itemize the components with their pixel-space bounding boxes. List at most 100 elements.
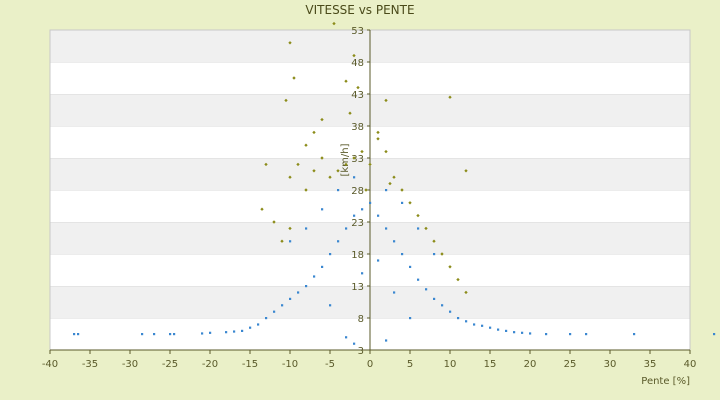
x-tick-label: -15 bbox=[242, 359, 258, 370]
data-point bbox=[385, 339, 388, 342]
data-point bbox=[377, 259, 380, 262]
data-point bbox=[320, 117, 324, 122]
data-point bbox=[385, 227, 388, 230]
x-tick-label: 10 bbox=[444, 359, 457, 370]
data-point bbox=[321, 265, 324, 268]
data-point bbox=[297, 291, 300, 294]
data-point bbox=[633, 333, 636, 336]
x-tick-label: -5 bbox=[325, 359, 335, 370]
x-tick-label: 15 bbox=[484, 359, 497, 370]
data-point bbox=[409, 317, 412, 320]
data-point bbox=[353, 214, 356, 217]
data-point bbox=[289, 240, 292, 243]
data-point bbox=[281, 304, 284, 307]
data-point bbox=[209, 331, 212, 334]
data-point bbox=[173, 333, 176, 336]
data-point bbox=[433, 297, 436, 300]
data-point bbox=[353, 176, 356, 179]
y-tick-label: 8 bbox=[358, 314, 364, 325]
data-point bbox=[305, 285, 308, 288]
data-point bbox=[329, 253, 332, 256]
data-point bbox=[401, 253, 404, 256]
data-point bbox=[449, 310, 452, 313]
x-tick-label: 25 bbox=[564, 359, 577, 370]
data-point bbox=[513, 331, 516, 334]
chart-title: VITESSE vs PENTE bbox=[305, 3, 415, 17]
data-point bbox=[473, 323, 476, 326]
x-tick-label: 30 bbox=[604, 359, 617, 370]
data-point bbox=[352, 53, 356, 58]
x-tick-label: -40 bbox=[42, 359, 58, 370]
data-point bbox=[141, 333, 144, 336]
data-point bbox=[369, 201, 372, 204]
data-point bbox=[233, 330, 236, 333]
data-point bbox=[337, 240, 340, 243]
data-point bbox=[529, 332, 532, 335]
x-tick-label: -25 bbox=[162, 359, 178, 370]
y-tick-label: 33 bbox=[351, 154, 364, 165]
data-point bbox=[201, 332, 204, 335]
x-tick-label: 40 bbox=[684, 359, 697, 370]
data-point bbox=[289, 297, 292, 300]
data-point bbox=[393, 240, 396, 243]
x-tick-label: 5 bbox=[407, 359, 413, 370]
data-point bbox=[288, 41, 292, 45]
data-point bbox=[713, 333, 716, 336]
data-point bbox=[489, 326, 492, 329]
data-point bbox=[348, 111, 352, 115]
data-point bbox=[545, 333, 548, 336]
data-point bbox=[457, 317, 460, 320]
data-point bbox=[417, 278, 420, 281]
x-tick-label: 0 bbox=[367, 359, 373, 370]
data-point bbox=[345, 336, 348, 339]
x-tick-label: -20 bbox=[202, 359, 218, 370]
data-point bbox=[497, 328, 500, 331]
y-tick-label: 3 bbox=[358, 346, 364, 357]
data-point bbox=[441, 304, 444, 307]
data-point bbox=[393, 291, 396, 294]
data-point bbox=[332, 21, 336, 26]
data-point bbox=[77, 333, 80, 336]
data-point bbox=[241, 329, 244, 332]
data-point bbox=[377, 214, 380, 217]
x-axis-title: Pente [%] bbox=[641, 376, 690, 387]
data-point bbox=[433, 253, 436, 256]
data-point bbox=[344, 79, 348, 83]
data-point bbox=[569, 333, 572, 336]
data-point bbox=[153, 333, 156, 336]
data-point bbox=[481, 324, 484, 327]
data-point bbox=[353, 342, 356, 345]
data-point bbox=[273, 310, 276, 313]
data-point bbox=[521, 331, 524, 334]
data-point bbox=[292, 76, 296, 80]
data-point bbox=[465, 320, 468, 323]
y-tick-label: 18 bbox=[351, 250, 364, 261]
data-point bbox=[249, 326, 252, 329]
data-point bbox=[345, 227, 348, 230]
x-tick-label: -30 bbox=[122, 359, 138, 370]
data-point bbox=[448, 95, 452, 99]
data-point bbox=[361, 208, 364, 211]
data-point bbox=[169, 333, 172, 336]
data-point bbox=[417, 227, 420, 230]
y-tick-label: 23 bbox=[351, 218, 364, 229]
data-point bbox=[361, 272, 364, 275]
data-point bbox=[73, 333, 76, 336]
data-point bbox=[265, 317, 268, 320]
y-tick-label: 48 bbox=[351, 58, 364, 69]
data-point bbox=[385, 189, 388, 192]
y-tick-label: 28 bbox=[351, 186, 364, 197]
data-point bbox=[401, 201, 404, 204]
data-point bbox=[356, 85, 360, 90]
y-tick-label: 13 bbox=[351, 282, 364, 293]
x-tick-label: 20 bbox=[524, 359, 537, 370]
x-tick-label: -35 bbox=[82, 359, 98, 370]
data-point bbox=[337, 189, 340, 192]
y-axis-title: [km/h] bbox=[340, 143, 351, 176]
y-tick-label: 43 bbox=[351, 90, 364, 101]
data-point bbox=[257, 323, 260, 326]
data-point bbox=[329, 304, 332, 307]
data-point bbox=[305, 227, 308, 230]
